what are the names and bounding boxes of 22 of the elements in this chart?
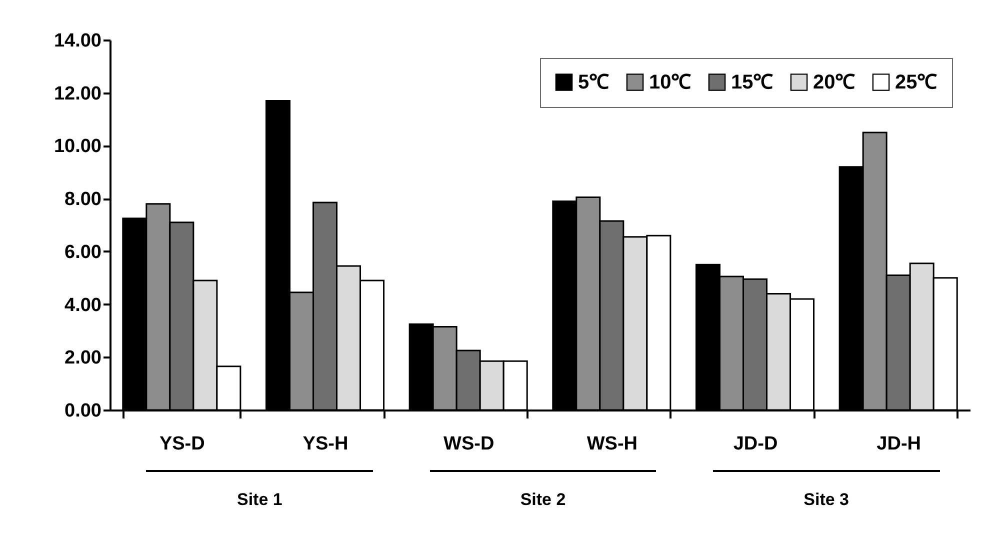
y-tick-label: 12.00 [54,83,102,104]
legend-label: 15℃ [731,71,774,94]
legend-label: 20℃ [813,71,856,94]
y-tick-label: 10.00 [54,136,102,158]
text: Site 3 [804,490,849,510]
y-tick-label: 0.00 [64,400,102,422]
y-tick-label: 4.00 [64,294,102,316]
y-tick-label: 8.00 [64,189,102,210]
y-tick-label: 2.00 [64,348,102,369]
x-tick-label: YS-D [159,434,205,454]
x-tick-label: JD-D [733,434,778,454]
x-tick-label: WS-D [444,434,494,454]
y-tick-label: 6.00 [64,242,102,263]
legend-label: 25℃ [895,71,938,94]
legend-label: 5℃ [578,71,610,94]
x-tick-label: JD-H [876,434,922,454]
text: Site 1 [236,490,282,510]
x-tick-label: YS-H [302,434,348,454]
legend-label: 10℃ [649,71,692,94]
x-tick-label: WS-H [586,434,638,454]
y-tick-label: 14.00 [54,30,102,52]
text: Site 2 [520,490,566,510]
